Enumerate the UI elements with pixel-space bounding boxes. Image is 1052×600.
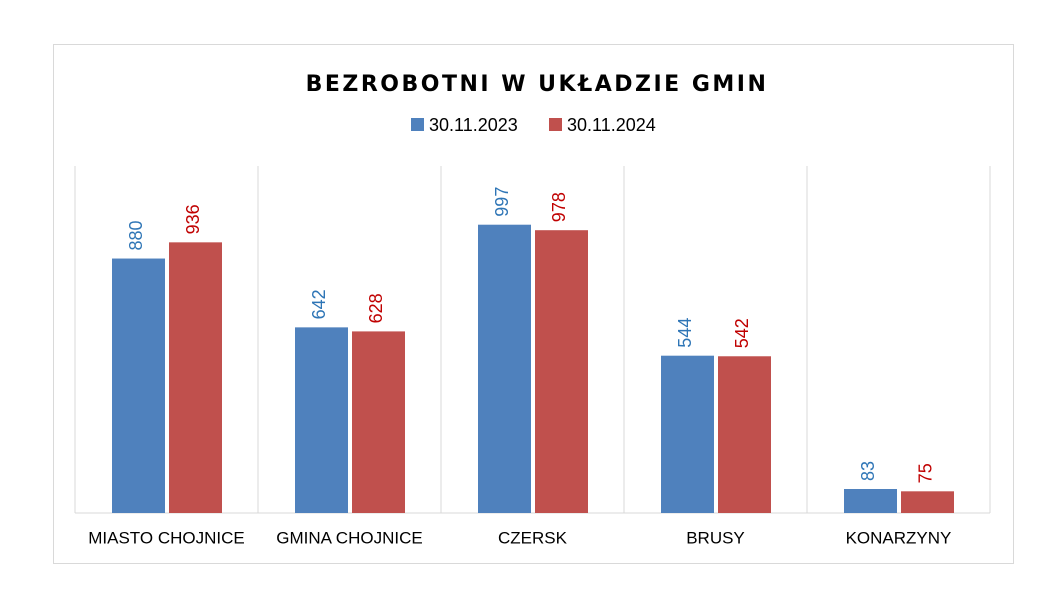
- x-tick-label: BRUSY: [686, 528, 745, 547]
- legend-swatch: [411, 118, 424, 131]
- value-label: 997: [492, 187, 512, 217]
- value-label: 642: [309, 289, 329, 319]
- value-label: 880: [126, 220, 146, 250]
- legend-swatch: [549, 118, 562, 131]
- value-label: 544: [675, 318, 695, 348]
- x-tick-label: CZERSK: [498, 528, 568, 547]
- bar: [844, 488, 897, 513]
- bar: [718, 356, 771, 513]
- x-tick-label: GMINA CHOJNICE: [276, 528, 422, 547]
- value-label: 936: [183, 204, 203, 234]
- chart-title: BEZROBOTNI W UKŁADZIE GMIN: [306, 72, 769, 97]
- value-label: 628: [366, 293, 386, 323]
- bar: [535, 230, 588, 513]
- bar: [478, 224, 531, 513]
- bar: [901, 491, 954, 513]
- bar: [169, 242, 222, 513]
- x-tick-label: KONARZYNY: [846, 528, 952, 547]
- legend-label: 30.11.2024: [567, 115, 656, 135]
- value-label: 542: [732, 318, 752, 348]
- value-label: 978: [549, 192, 569, 222]
- bar: [352, 331, 405, 513]
- value-label: 75: [915, 463, 935, 483]
- bar: [295, 327, 348, 513]
- bar: [112, 258, 165, 513]
- legend-label: 30.11.2023: [429, 115, 518, 135]
- bar: [661, 355, 714, 513]
- x-tick-label: MIASTO CHOJNICE: [88, 528, 244, 547]
- value-label: 83: [858, 461, 878, 481]
